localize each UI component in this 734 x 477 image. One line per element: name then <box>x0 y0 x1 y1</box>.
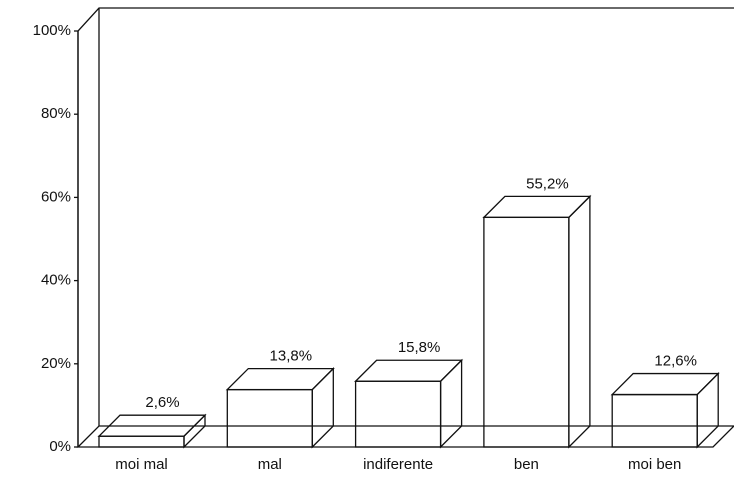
x-tick-label: ben <box>514 456 539 473</box>
bar <box>354 380 442 448</box>
value-label: 2,6% <box>145 394 179 411</box>
y-tick-label: 100% <box>33 22 71 39</box>
x-tick-label: moi mal <box>115 456 168 473</box>
bar-side <box>568 194 591 449</box>
value-label: 55,2% <box>526 175 569 192</box>
bar-top <box>482 195 592 219</box>
y-tick-label: 60% <box>41 188 71 205</box>
x-tick-label: mal <box>258 456 282 473</box>
x-tick-label: moi ben <box>628 456 681 473</box>
bar-top <box>225 367 335 391</box>
y-tick-label: 20% <box>41 355 71 372</box>
x-tick-label: indiferente <box>363 456 433 473</box>
bar <box>226 388 313 448</box>
bar <box>98 435 185 448</box>
y-tick-label: 0% <box>49 438 71 455</box>
y-tick-label: 40% <box>41 272 71 289</box>
bar-top <box>354 359 464 382</box>
bar-side <box>183 413 206 449</box>
bar-side <box>439 358 463 449</box>
y-tick-label: 80% <box>41 105 71 122</box>
bar-side <box>311 367 334 449</box>
value-label: 13,8% <box>270 348 313 365</box>
value-label: 12,6% <box>654 353 697 370</box>
bar <box>611 393 698 448</box>
bar-top <box>610 372 720 396</box>
bar <box>483 216 570 448</box>
value-label: 15,8% <box>398 339 441 356</box>
